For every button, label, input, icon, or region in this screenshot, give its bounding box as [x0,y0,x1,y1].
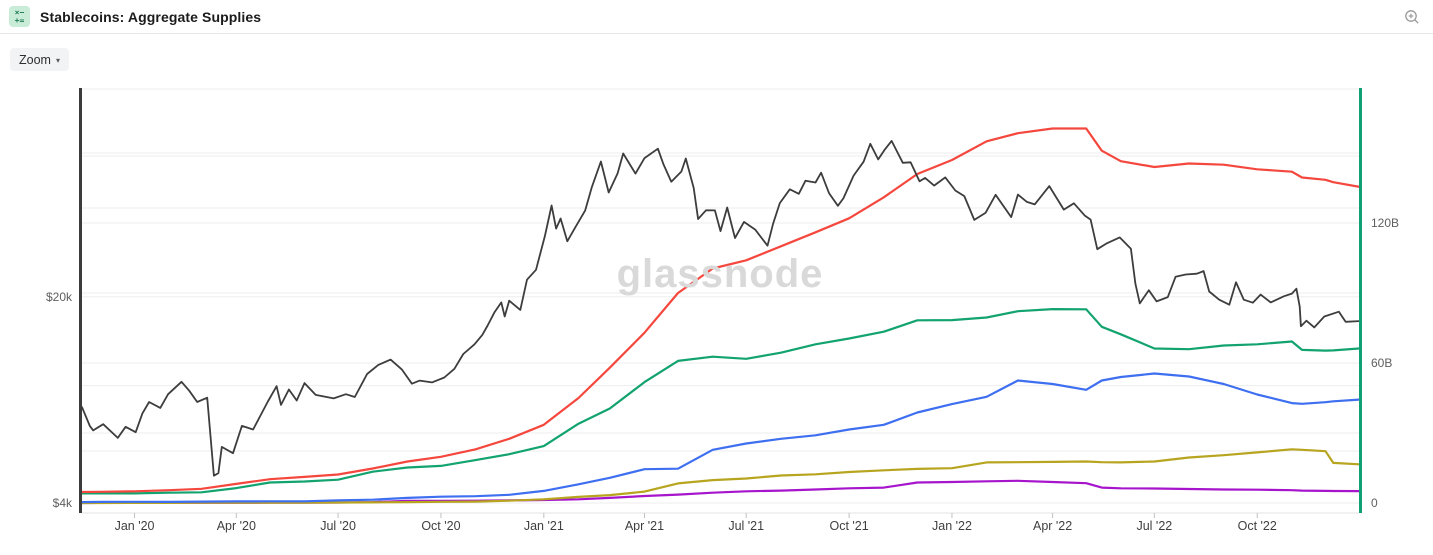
x-tick-label: Jan '22 [932,519,972,533]
left-axis-label-$20k: $20k [46,290,73,304]
magnifier-plus-icon[interactable] [1403,8,1421,26]
header: ×− += Stablecoins: Aggregate Supplies [0,0,1433,34]
x-tick-label: Oct '21 [829,519,868,533]
series-aggregate-stablecoin-supply [82,127,1359,494]
x-tick-label: Jan '21 [524,519,564,533]
series-usdt-supply [82,308,1359,495]
x-tick-label: Apr '20 [217,519,256,533]
x-tick-label: Apr '21 [625,519,664,533]
zoom-dropdown-label: Zoom [19,52,51,67]
zoom-dropdown-button[interactable]: Zoom ▾ [10,48,69,71]
metric-calculator-icon: ×− += [9,6,30,27]
right-axis-label-60B: 60B [1371,356,1392,370]
x-tick-label: Oct '20 [421,519,460,533]
calc-icon-glyph-bottom: += [14,15,25,25]
calc-icon-glyph-top: ×− [14,7,25,17]
series-busd-supply [82,448,1359,505]
right-axis-label-0: 0 [1371,496,1378,510]
x-tick-label: Apr '22 [1033,519,1072,533]
x-tick-label: Jul '20 [320,519,356,533]
x-tick-label: Jul '22 [1136,519,1172,533]
glassnode-watermark: glassnode [616,252,824,296]
series-dai-supply [82,479,1359,505]
series-btc-price [82,140,1359,477]
page-title: Stablecoins: Aggregate Supplies [40,8,262,25]
series-usdc-supply [82,372,1359,504]
x-tick-label: Oct '22 [1238,519,1277,533]
x-tick-label: Jan '20 [115,519,155,533]
caret-down-icon: ▾ [55,56,60,65]
right-axis-label-120B: 120B [1371,216,1399,230]
left-axis-label-$4k: $4k [53,496,73,510]
x-tick-label: Jul '21 [728,519,764,533]
